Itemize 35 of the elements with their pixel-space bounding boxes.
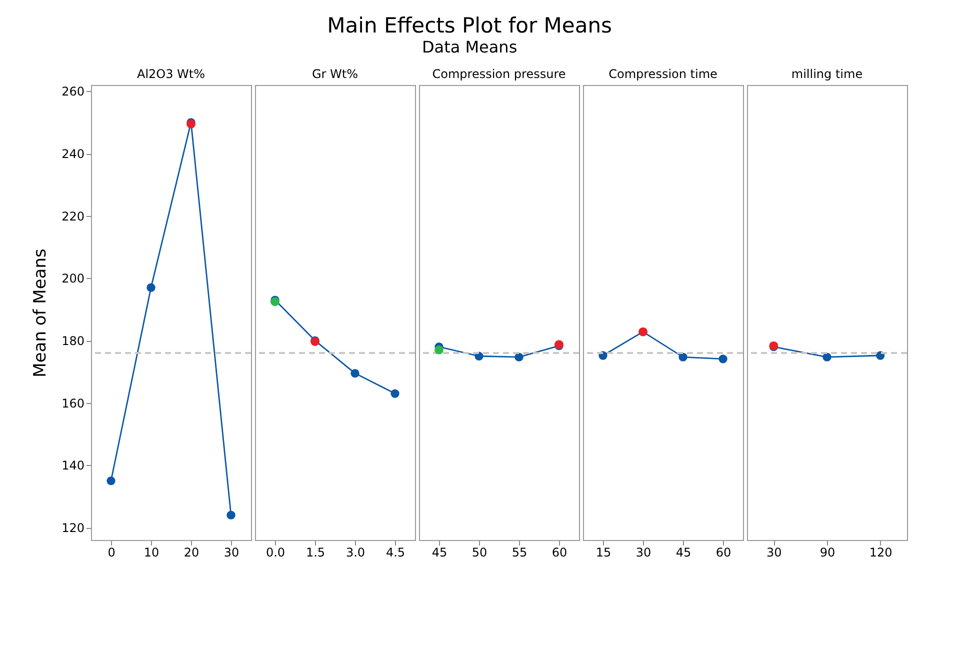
x-tick-label: 45: [676, 546, 692, 560]
y-tick-label: 120: [62, 521, 84, 536]
x-tick-label: 0.0: [266, 546, 286, 560]
y-tick-label: 220: [62, 209, 84, 224]
x-tick-label: 55: [512, 546, 528, 560]
x-axis-title: Gr Wt%: [312, 67, 358, 81]
x-tick-label: 60: [552, 546, 568, 560]
x-axis-title: milling time: [791, 67, 863, 81]
x-tick-label: 20: [184, 546, 200, 560]
x-tick-label: 3.0: [346, 546, 366, 560]
y-tick-label: 260: [62, 84, 84, 99]
y-tick-label: 200: [62, 272, 84, 286]
y-tick-label: 160: [62, 396, 84, 410]
y-tick-label: 240: [62, 147, 84, 162]
x-axis-title: Compression time: [608, 67, 718, 81]
x-tick-label: 1.5: [306, 546, 326, 560]
chart-title: Main Effects Plot for Means: [327, 14, 612, 38]
x-tick-label: 4.5: [386, 546, 406, 560]
x-tick-label: 0: [108, 546, 116, 560]
x-tick-label: 45: [432, 546, 448, 560]
x-tick-label: 10: [144, 546, 160, 560]
y-axis-title: Mean of Means: [30, 248, 51, 378]
x-axis-title: Al2O3 Wt%: [136, 67, 206, 81]
x-tick-label: 30: [224, 546, 240, 560]
chart-subtitle: Data Means: [422, 38, 518, 56]
x-tick-label: 30: [636, 546, 652, 560]
x-tick-label: 15: [596, 546, 612, 560]
x-tick-label: 30: [766, 546, 782, 560]
x-tick-label: 120: [869, 546, 892, 560]
x-tick-label: 60: [716, 546, 732, 560]
x-axis-title: Compression pressure: [432, 67, 566, 81]
x-tick-label: 50: [472, 546, 488, 560]
y-tick-label: 140: [62, 458, 84, 473]
y-tick-label: 180: [62, 334, 84, 348]
x-tick-label: 90: [820, 546, 836, 560]
